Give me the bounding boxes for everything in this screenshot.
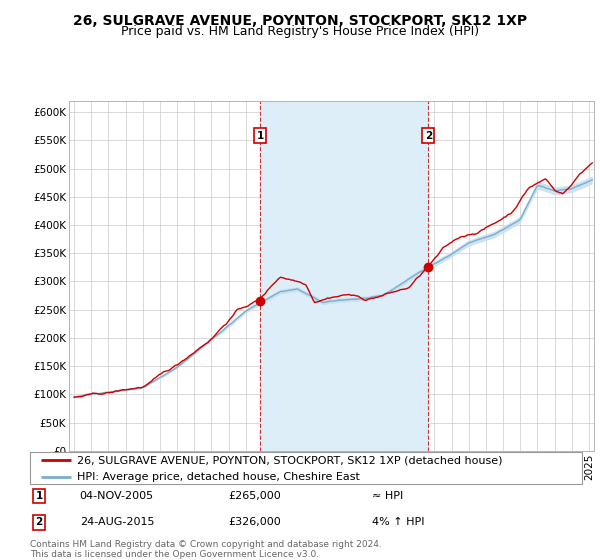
Text: £326,000: £326,000 bbox=[229, 517, 281, 528]
Text: 24-AUG-2015: 24-AUG-2015 bbox=[80, 517, 154, 528]
Text: HPI: Average price, detached house, Cheshire East: HPI: Average price, detached house, Ches… bbox=[77, 472, 360, 482]
FancyBboxPatch shape bbox=[30, 452, 582, 484]
Text: £265,000: £265,000 bbox=[229, 491, 281, 501]
Text: Contains HM Land Registry data © Crown copyright and database right 2024.
This d: Contains HM Land Registry data © Crown c… bbox=[30, 540, 382, 559]
Text: 26, SULGRAVE AVENUE, POYNTON, STOCKPORT, SK12 1XP (detached house): 26, SULGRAVE AVENUE, POYNTON, STOCKPORT,… bbox=[77, 455, 502, 465]
Text: ≈ HPI: ≈ HPI bbox=[372, 491, 403, 501]
Text: 4% ↑ HPI: 4% ↑ HPI bbox=[372, 517, 425, 528]
Text: 1: 1 bbox=[257, 131, 264, 141]
Text: 2: 2 bbox=[35, 517, 43, 528]
Bar bbox=[260, 101, 428, 451]
Text: 2: 2 bbox=[425, 131, 432, 141]
Text: 1: 1 bbox=[35, 491, 43, 501]
Text: 04-NOV-2005: 04-NOV-2005 bbox=[80, 491, 154, 501]
Text: Price paid vs. HM Land Registry's House Price Index (HPI): Price paid vs. HM Land Registry's House … bbox=[121, 25, 479, 38]
Text: 26, SULGRAVE AVENUE, POYNTON, STOCKPORT, SK12 1XP: 26, SULGRAVE AVENUE, POYNTON, STOCKPORT,… bbox=[73, 14, 527, 28]
